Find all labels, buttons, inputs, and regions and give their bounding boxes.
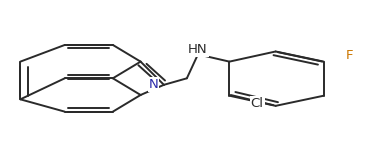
Text: F: F	[346, 49, 353, 62]
Text: Cl: Cl	[250, 97, 264, 110]
Text: HN: HN	[188, 43, 208, 56]
Text: N: N	[149, 78, 158, 91]
